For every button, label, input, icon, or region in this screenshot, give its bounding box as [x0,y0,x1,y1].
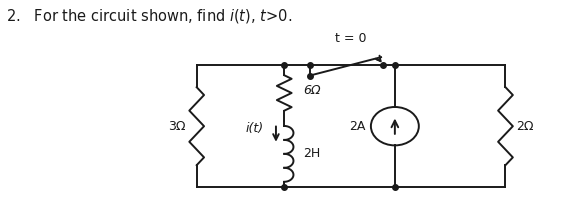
Text: 2.   For the circuit shown, find $i(t)$, $t$>0.: 2. For the circuit shown, find $i(t)$, $… [6,7,292,25]
Text: t = 0: t = 0 [335,32,367,45]
Text: 3Ω: 3Ω [169,120,186,133]
Text: i(t): i(t) [245,122,263,135]
Text: 2A: 2A [349,120,365,133]
Text: 2Ω: 2Ω [516,120,533,133]
Text: 2H: 2H [304,147,321,160]
Text: 6Ω: 6Ω [304,83,321,97]
